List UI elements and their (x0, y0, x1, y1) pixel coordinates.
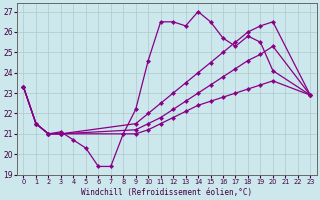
X-axis label: Windchill (Refroidissement éolien,°C): Windchill (Refroidissement éolien,°C) (81, 188, 252, 197)
